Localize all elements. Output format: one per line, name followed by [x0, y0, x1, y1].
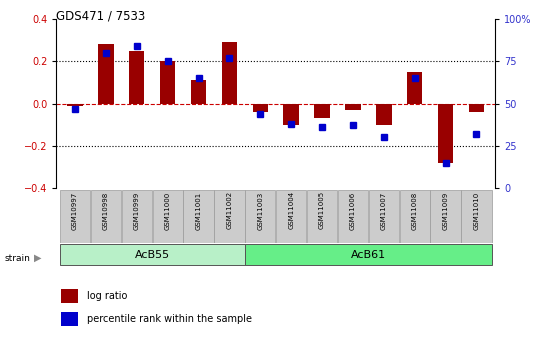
- Text: GSM11000: GSM11000: [165, 191, 171, 230]
- Bar: [252, 104, 268, 112]
- Bar: [122, 190, 152, 243]
- Bar: [314, 104, 330, 118]
- Bar: [61, 312, 79, 326]
- Text: GSM11004: GSM11004: [288, 191, 294, 229]
- Text: GSM11010: GSM11010: [473, 191, 479, 230]
- Bar: [307, 190, 337, 243]
- Bar: [60, 190, 90, 243]
- Text: GSM10997: GSM10997: [72, 191, 78, 230]
- Bar: [152, 190, 183, 243]
- Bar: [345, 104, 360, 110]
- Bar: [284, 104, 299, 125]
- Bar: [376, 104, 392, 125]
- Bar: [369, 190, 399, 243]
- Bar: [276, 190, 306, 243]
- Text: strain: strain: [4, 254, 30, 263]
- Text: GSM11006: GSM11006: [350, 191, 356, 230]
- Text: AcB61: AcB61: [351, 250, 386, 260]
- Bar: [245, 244, 492, 265]
- Text: GSM11001: GSM11001: [195, 191, 202, 230]
- Text: log ratio: log ratio: [87, 291, 128, 301]
- Text: GSM11007: GSM11007: [381, 191, 387, 230]
- Text: GSM10999: GSM10999: [134, 191, 140, 230]
- Bar: [400, 190, 430, 243]
- Text: GSM10998: GSM10998: [103, 191, 109, 230]
- Text: GSM11003: GSM11003: [257, 191, 263, 230]
- Bar: [91, 190, 121, 243]
- Text: ▶: ▶: [34, 253, 42, 263]
- Text: GSM11009: GSM11009: [443, 191, 449, 230]
- Text: GSM11008: GSM11008: [412, 191, 417, 230]
- Bar: [60, 244, 245, 265]
- Bar: [245, 190, 275, 243]
- Bar: [160, 61, 175, 104]
- Bar: [67, 104, 83, 106]
- Text: percentile rank within the sample: percentile rank within the sample: [87, 314, 252, 324]
- Text: GDS471 / 7533: GDS471 / 7533: [56, 10, 146, 23]
- Bar: [222, 42, 237, 104]
- Bar: [438, 104, 454, 163]
- Text: GSM11002: GSM11002: [226, 191, 232, 229]
- Bar: [191, 80, 206, 104]
- Bar: [183, 190, 214, 243]
- Bar: [98, 44, 114, 104]
- Bar: [129, 51, 145, 104]
- Bar: [407, 72, 422, 103]
- Text: AcB55: AcB55: [134, 250, 170, 260]
- Bar: [469, 104, 484, 112]
- Text: GSM11005: GSM11005: [319, 191, 325, 229]
- Bar: [214, 190, 245, 243]
- Bar: [430, 190, 461, 243]
- Bar: [61, 289, 79, 303]
- Bar: [338, 190, 368, 243]
- Bar: [461, 190, 492, 243]
